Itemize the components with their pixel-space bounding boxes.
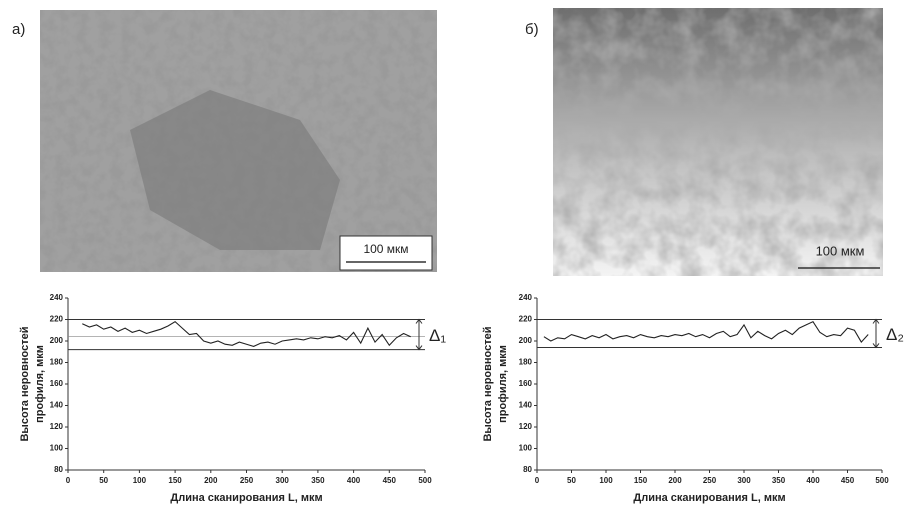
x-tick-label: 500 — [418, 476, 432, 485]
annotation: Δ₂ — [886, 325, 904, 344]
x-tick-label: 200 — [204, 476, 218, 485]
annotation: Δ₁ — [429, 326, 446, 345]
x-tick-label: 200 — [668, 476, 682, 485]
y-tick-label: 240 — [519, 293, 533, 302]
y-tick-label: 200 — [519, 336, 533, 345]
scale-bar-label: 100 мкм — [363, 242, 408, 256]
x-tick-label: 150 — [168, 476, 182, 485]
y-tick-label: 220 — [50, 315, 64, 324]
y-tick-label: 80 — [54, 465, 63, 474]
y-tick-label: 220 — [519, 315, 533, 324]
x-tick-label: 350 — [772, 476, 786, 485]
y-tick-label: 160 — [519, 379, 533, 388]
y-axis-label: Высота неровностей — [482, 326, 494, 441]
x-tick-label: 500 — [875, 476, 889, 485]
sem-image — [553, 8, 883, 276]
x-tick-label: 450 — [841, 476, 855, 485]
panel-label: а) — [12, 21, 25, 38]
y-tick-label: 100 — [50, 444, 64, 453]
y-axis-label: профиля, мкм — [34, 345, 46, 423]
x-axis-label: Длина сканирования L, мкм — [633, 492, 785, 504]
sem-image — [40, 10, 437, 272]
x-axis-label: Длина сканирования L, мкм — [170, 492, 322, 504]
scale-bar-label: 100 мкм — [816, 243, 865, 258]
y-tick-label: 140 — [519, 401, 533, 410]
x-tick-label: 50 — [567, 476, 576, 485]
range-brace — [415, 318, 423, 351]
x-tick-label: 250 — [240, 476, 254, 485]
x-tick-label: 0 — [66, 476, 71, 485]
x-tick-label: 400 — [347, 476, 361, 485]
y-tick-label: 120 — [519, 422, 533, 431]
y-tick-label: 160 — [50, 379, 64, 388]
y-tick-label: 140 — [50, 401, 64, 410]
x-tick-label: 450 — [383, 476, 397, 485]
data-line — [82, 320, 411, 347]
x-tick-label: 0 — [535, 476, 540, 485]
x-tick-label: 350 — [311, 476, 325, 485]
x-tick-label: 250 — [703, 476, 717, 485]
x-tick-label: 50 — [99, 476, 108, 485]
y-tick-label: 100 — [519, 444, 533, 453]
range-brace — [872, 318, 880, 349]
y-tick-label: 240 — [50, 293, 64, 302]
panel-label: б) — [525, 21, 539, 38]
y-tick-label: 200 — [50, 336, 64, 345]
x-tick-label: 100 — [599, 476, 613, 485]
data-line — [543, 320, 869, 343]
x-tick-label: 300 — [276, 476, 290, 485]
y-axis-label: Высота неровностей — [19, 326, 31, 441]
x-tick-label: 300 — [737, 476, 751, 485]
y-tick-label: 180 — [50, 358, 64, 367]
x-tick-label: 150 — [634, 476, 648, 485]
y-tick-label: 180 — [519, 358, 533, 367]
x-tick-label: 400 — [806, 476, 820, 485]
y-axis-label: профиля, мкм — [497, 345, 509, 423]
y-tick-label: 120 — [50, 422, 64, 431]
y-tick-label: 80 — [523, 465, 532, 474]
x-tick-label: 100 — [133, 476, 147, 485]
